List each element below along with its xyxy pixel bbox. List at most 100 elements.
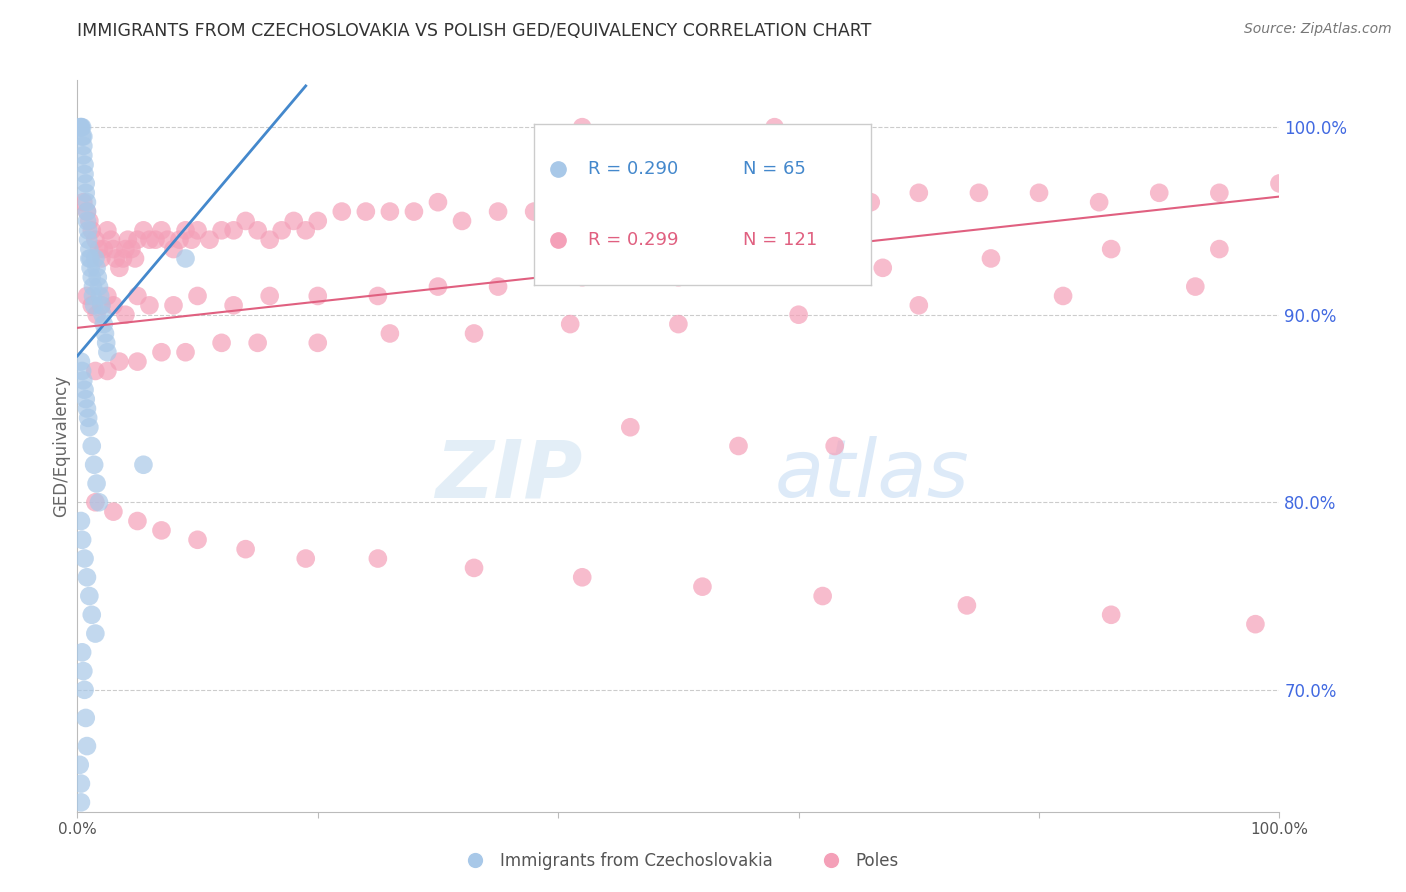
Point [198, 233, 221, 247]
Point [222, 223, 245, 237]
Point [87, 242, 110, 256]
Point [70, 776, 93, 790]
Point [283, 214, 305, 228]
Point [150, 524, 173, 538]
Point [80, 298, 103, 312]
Point [79, 252, 101, 266]
Text: ZIP: ZIP [434, 436, 582, 515]
Point [138, 233, 160, 247]
Point [69, 120, 91, 135]
Point [307, 214, 329, 228]
Point [824, 439, 846, 453]
Point [103, 242, 125, 256]
Point [378, 204, 401, 219]
Point [872, 260, 894, 275]
Point [70, 354, 93, 368]
Point [270, 223, 292, 237]
Point [93, 242, 115, 256]
Point [82, 289, 104, 303]
Point [79, 242, 101, 256]
Point [76, 204, 98, 219]
Point [156, 233, 179, 247]
Point [75, 392, 97, 406]
Point [77, 233, 100, 247]
Point [72, 664, 94, 678]
Point [70, 795, 93, 809]
Point [763, 120, 786, 135]
Point [96, 364, 118, 378]
Point [87, 495, 110, 509]
Point [84, 233, 107, 247]
Point [259, 233, 281, 247]
Point [87, 270, 110, 285]
Point [307, 289, 329, 303]
Point [174, 252, 197, 266]
Point [259, 289, 281, 303]
Point [86, 260, 108, 275]
Point [187, 223, 209, 237]
Point [93, 317, 115, 331]
Point [560, 317, 582, 331]
Point [70, 120, 93, 135]
Point [90, 298, 112, 312]
Point [1052, 289, 1074, 303]
Point [486, 279, 509, 293]
Point [307, 335, 329, 350]
Point [70, 533, 93, 547]
Point [120, 242, 142, 256]
Point [571, 270, 593, 285]
Point [859, 195, 882, 210]
Point [82, 279, 104, 293]
Point [1184, 279, 1206, 293]
Point [75, 186, 97, 200]
Point [72, 373, 94, 387]
Point [668, 270, 690, 285]
Point [330, 204, 353, 219]
Point [908, 298, 931, 312]
Point [668, 195, 690, 210]
Point [1099, 242, 1122, 256]
Point [162, 242, 184, 256]
Point [87, 279, 110, 293]
Point [90, 252, 112, 266]
Point [811, 589, 834, 603]
Point [402, 204, 425, 219]
Point [1028, 186, 1050, 200]
Point [96, 335, 118, 350]
Point [108, 260, 131, 275]
Point [1099, 607, 1122, 622]
Point [583, 204, 606, 219]
Point [463, 561, 485, 575]
Point [222, 298, 245, 312]
Point [727, 439, 749, 453]
Point [76, 204, 98, 219]
Point [354, 204, 377, 219]
Point [211, 223, 233, 237]
Point [367, 289, 389, 303]
Point [908, 186, 931, 200]
Point [127, 289, 149, 303]
Point [692, 580, 714, 594]
Point [70, 129, 93, 144]
Point [378, 326, 401, 341]
Point [211, 335, 233, 350]
Point [76, 195, 98, 210]
Point [1088, 195, 1111, 210]
Point [162, 298, 184, 312]
Point [72, 139, 94, 153]
Point [716, 195, 738, 210]
Point [619, 195, 641, 210]
Text: IMMIGRANTS FROM CZECHOSLOVAKIA VS POLISH GED/EQUIVALENCY CORRELATION CHART: IMMIGRANTS FROM CZECHOSLOVAKIA VS POLISH… [77, 22, 872, 40]
Point [70, 514, 93, 528]
Y-axis label: GED/Equivalency: GED/Equivalency [52, 375, 70, 517]
Point [811, 195, 834, 210]
Point [72, 195, 94, 210]
Point [108, 354, 131, 368]
Point [73, 551, 96, 566]
Point [787, 308, 810, 322]
Point [114, 308, 136, 322]
Point [73, 383, 96, 397]
Point [76, 214, 98, 228]
Point [76, 739, 98, 753]
Point [1208, 242, 1230, 256]
